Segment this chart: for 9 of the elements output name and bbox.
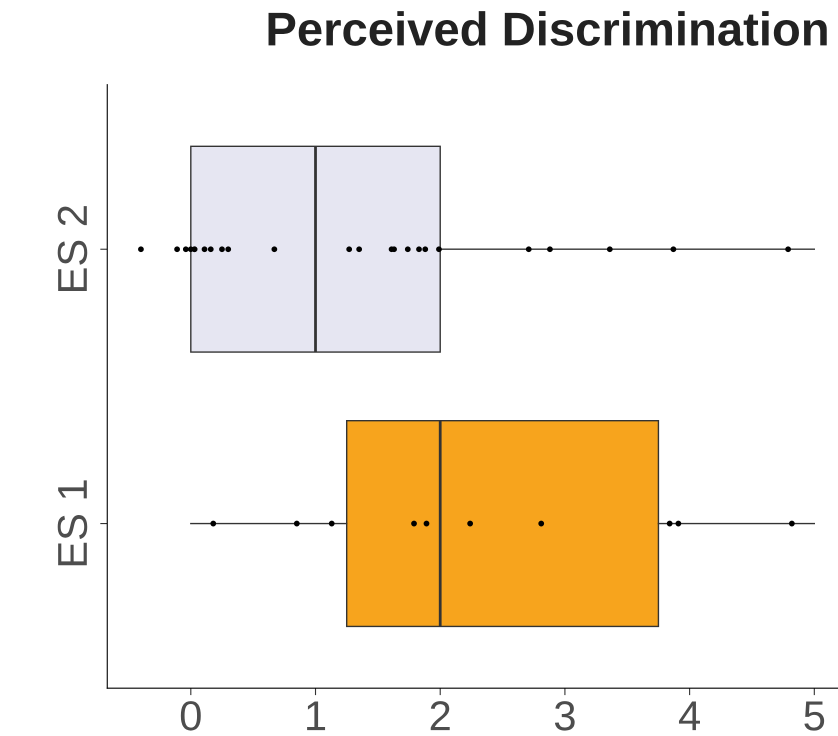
x-tick-label: 3 [554,701,575,731]
x-tick-label: 0 [180,701,201,731]
x-tick-label: 1 [307,701,326,730]
chart-title: Perceived Discrimination [268,11,827,46]
y-tick-label: ES 2 [58,206,88,291]
x-tick-label: 4 [678,701,700,730]
y-tick-label: ES 1 [58,480,88,566]
x-tick-label: 5 [804,701,824,731]
x-tick-label: 2 [430,701,450,730]
